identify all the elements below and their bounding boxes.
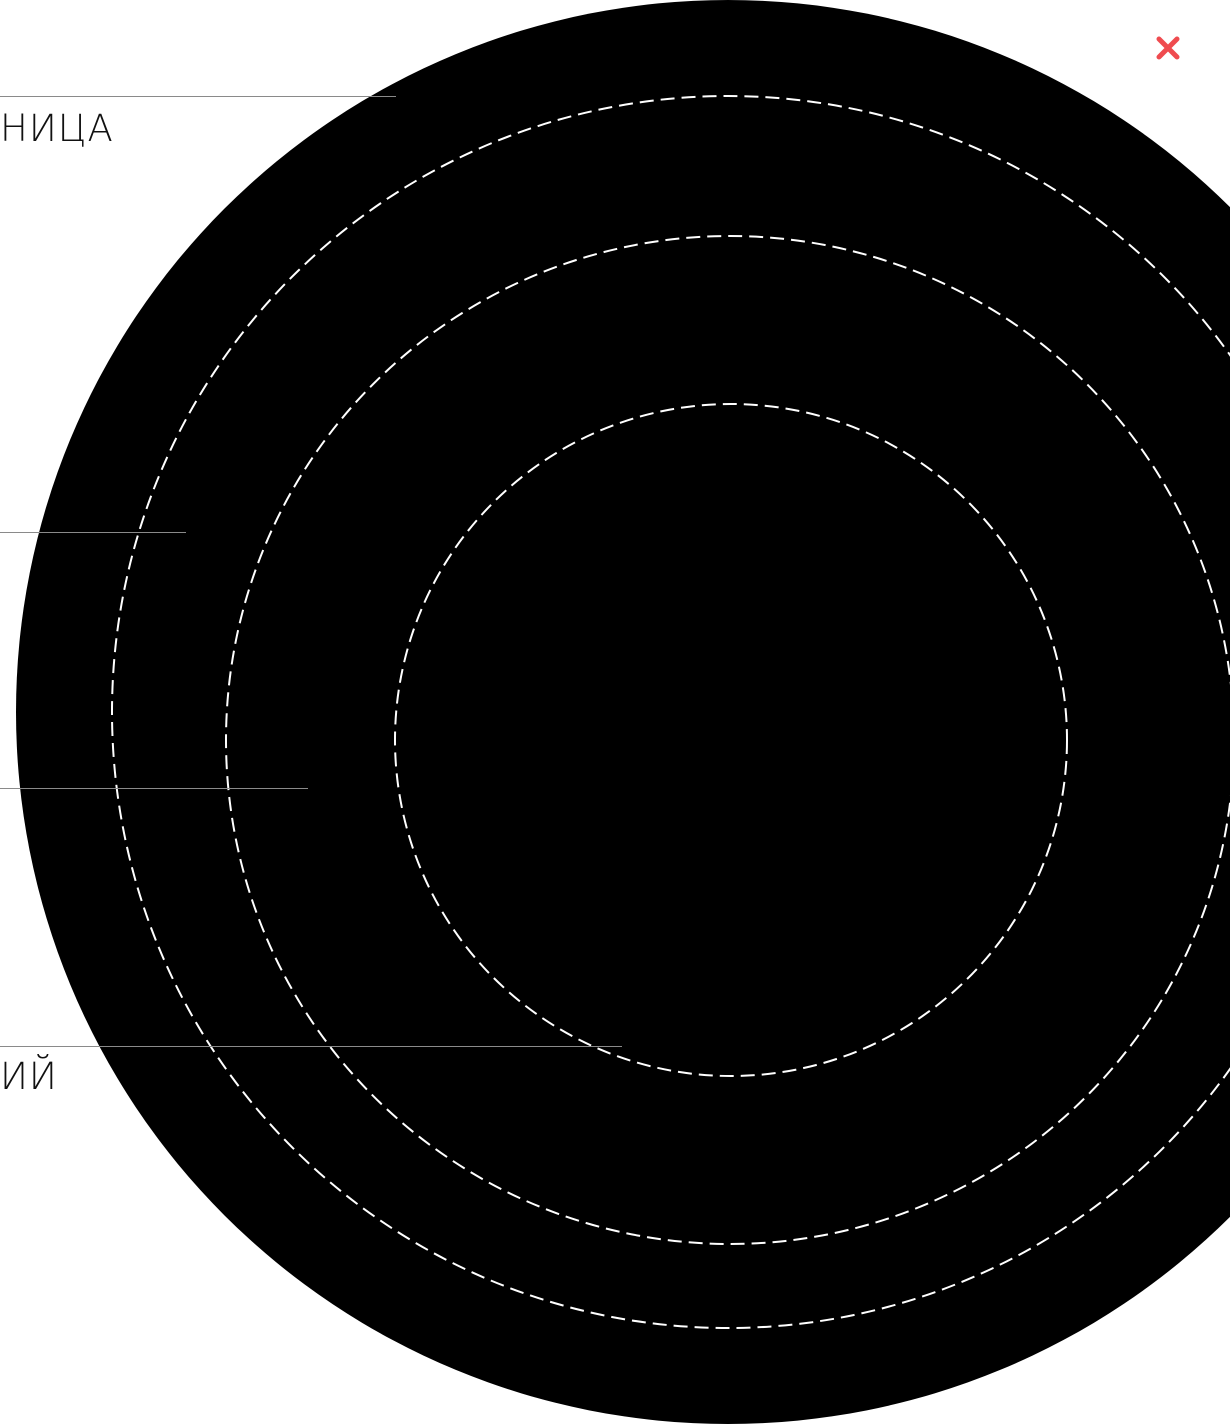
callout-label-1: НИЦА: [0, 107, 114, 150]
ring-outer: [111, 95, 1230, 1329]
callout-line-4: [0, 1046, 622, 1047]
callout-line-1: [0, 96, 396, 97]
outer-disc: [16, 0, 1230, 1424]
callout-line-2: [0, 532, 186, 533]
close-button[interactable]: [1148, 28, 1188, 68]
ring-middle: [225, 235, 1230, 1245]
callout-line-3: [0, 788, 308, 789]
callout-label-4: ИЙ: [0, 1055, 58, 1098]
ring-inner: [394, 403, 1068, 1077]
close-icon: [1156, 36, 1180, 60]
